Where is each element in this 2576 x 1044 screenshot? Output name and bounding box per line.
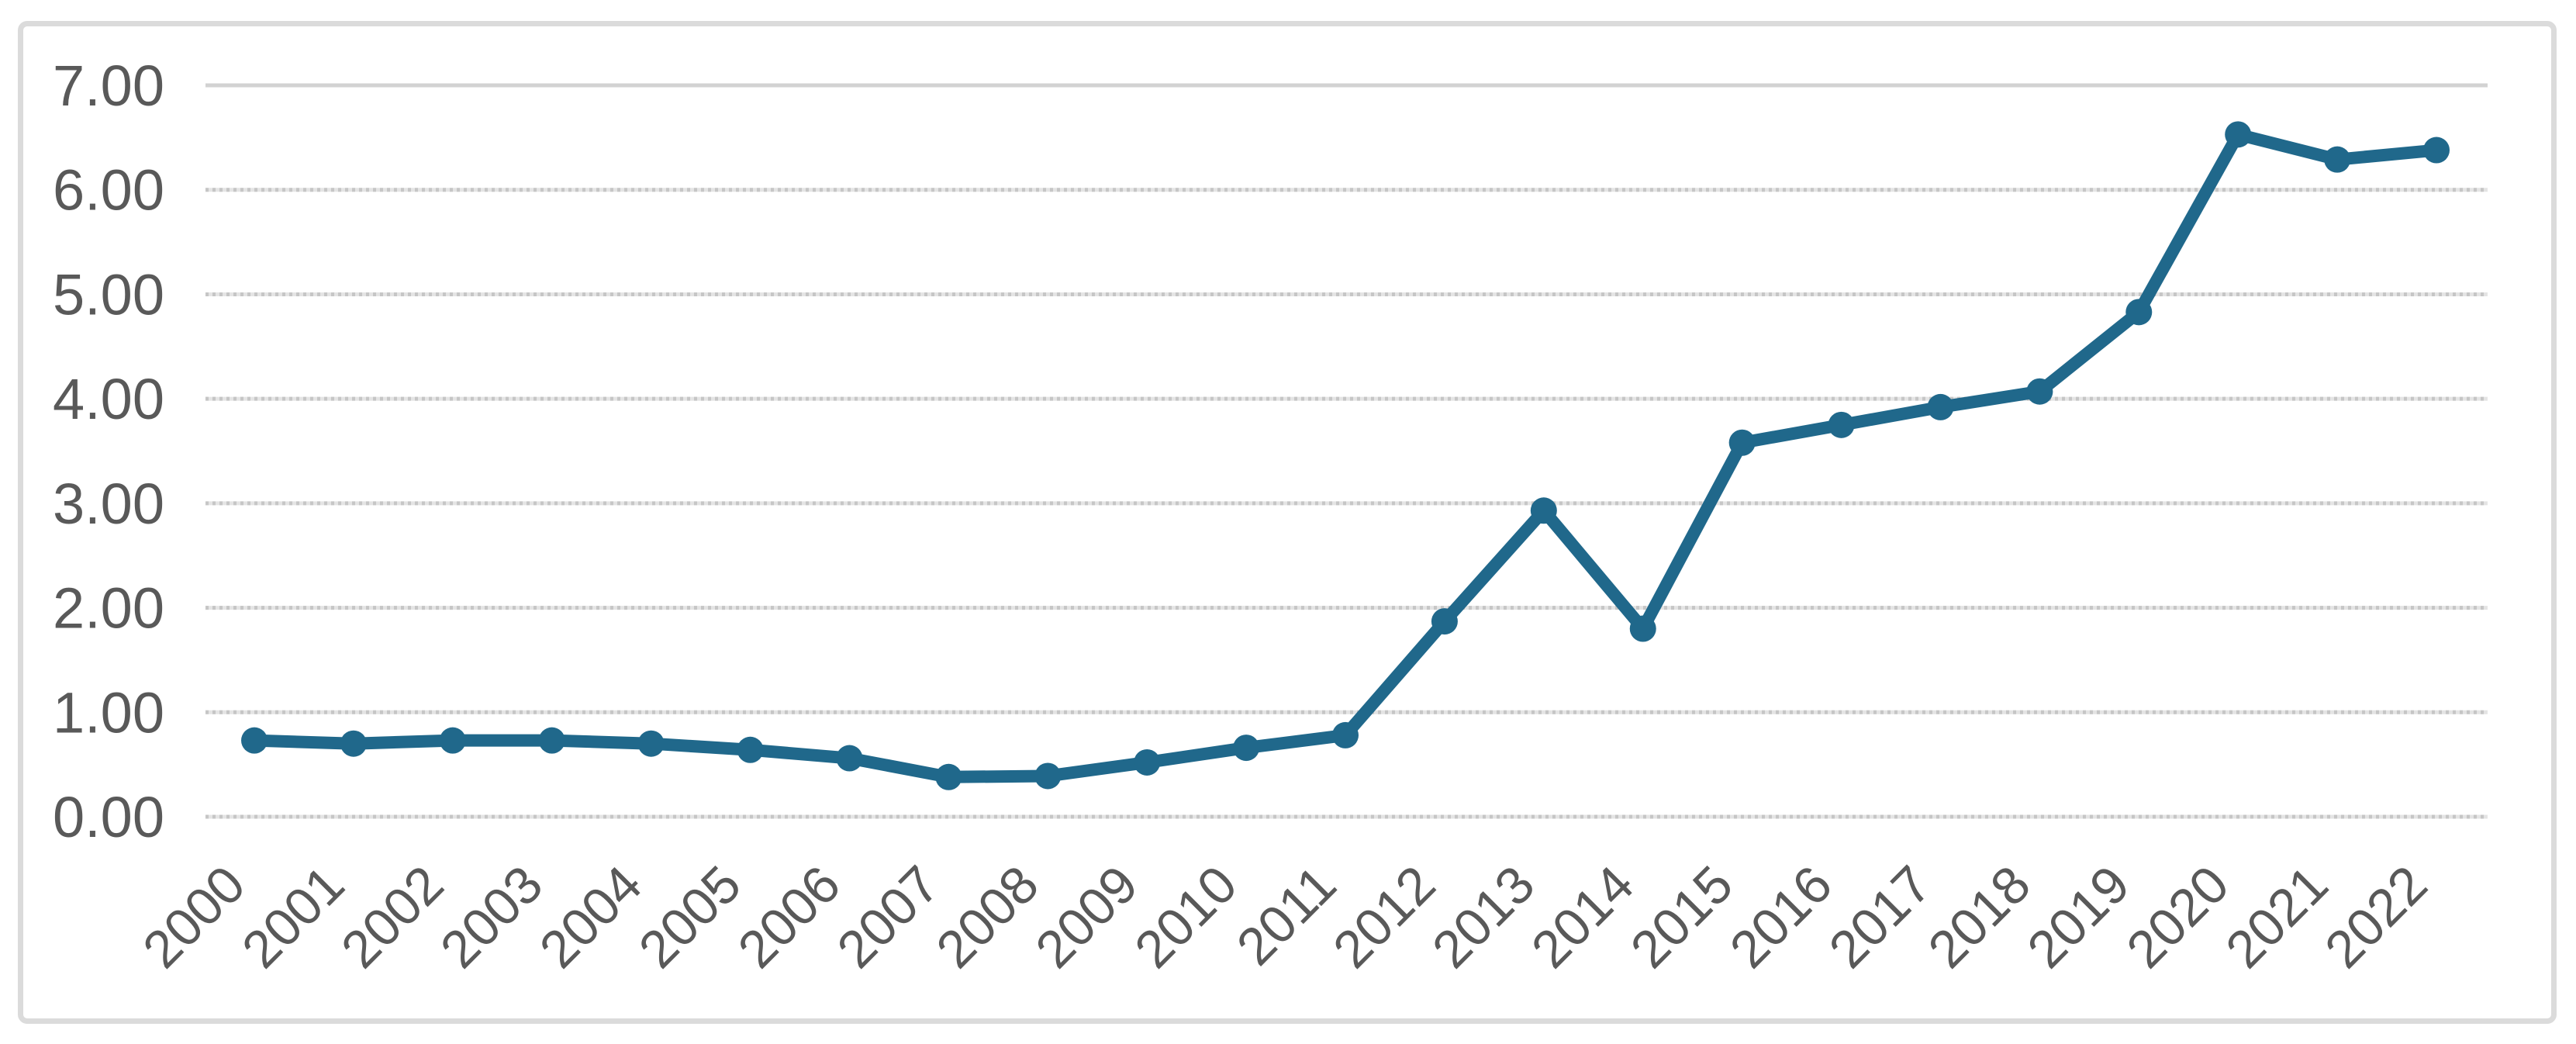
data-point-2009 — [1134, 748, 1161, 776]
x-axis-tick-label: 2004 — [529, 855, 654, 980]
y-axis-tick-label: 0.00 — [53, 785, 164, 849]
x-axis-tick-label: 2012 — [1322, 855, 1447, 980]
x-axis-tick-label: 2018 — [1917, 855, 2042, 980]
x-axis-tick-label: 2013 — [1421, 855, 1546, 980]
data-point-2008 — [1034, 762, 1062, 790]
data-point-2012 — [1431, 608, 1458, 635]
x-axis-tick-label: 2021 — [2215, 855, 2339, 980]
data-point-2014 — [1629, 615, 1656, 642]
data-point-2013 — [1530, 497, 1557, 524]
x-axis-tick-label: 2009 — [1024, 855, 1149, 980]
y-axis-tick-label: 4.00 — [53, 367, 164, 431]
data-point-2017 — [1927, 393, 1954, 420]
x-axis-tick-label: 2014 — [1521, 855, 1645, 980]
data-point-2005 — [737, 736, 764, 763]
y-axis-tick-label: 2.00 — [53, 576, 164, 641]
data-point-2000 — [241, 727, 268, 754]
x-axis-tick-label: 2007 — [826, 855, 951, 980]
x-axis-tick-label: 2002 — [330, 855, 455, 980]
data-point-2011 — [1332, 721, 1359, 748]
data-series-line — [248, 128, 2443, 783]
x-axis-tick-label: 2006 — [727, 855, 851, 980]
data-point-2007 — [935, 763, 962, 790]
y-axis-tick-label: 3.00 — [53, 472, 164, 536]
data-point-2002 — [439, 727, 466, 754]
x-axis-tick-label: 2008 — [925, 855, 1050, 980]
y-axis-tick-label: 6.00 — [53, 158, 164, 223]
x-axis-tick-label: 2010 — [1124, 855, 1248, 980]
data-point-2020 — [2225, 121, 2252, 148]
data-point-2016 — [1828, 411, 1855, 438]
data-point-2010 — [1233, 735, 1260, 762]
data-point-2004 — [637, 730, 665, 757]
x-axis-tick-label: 2020 — [2115, 855, 2240, 980]
x-axis-tick-label: 2011 — [1225, 855, 1347, 977]
data-point-2001 — [340, 730, 367, 757]
data-point-2003 — [538, 727, 565, 754]
y-axis-tick-label: 7.00 — [53, 54, 164, 118]
x-axis-tick-label: 2003 — [430, 855, 554, 980]
y-axis-tick-label: 1.00 — [53, 680, 164, 745]
x-axis-tick-label: 2017 — [1818, 855, 1942, 980]
x-axis-tick-label: 2016 — [1718, 855, 1843, 980]
data-point-2015 — [1728, 429, 1756, 456]
data-point-2021 — [2324, 146, 2351, 173]
x-axis-tick-label: 2000 — [132, 855, 257, 980]
data-point-2018 — [2026, 378, 2053, 405]
data-point-2019 — [2125, 299, 2153, 326]
x-axis-tick-label: 2019 — [2016, 855, 2141, 980]
x-axis-tick-label: 2005 — [627, 855, 752, 980]
x-axis-tick-label: 2001 — [231, 855, 356, 980]
data-point-2006 — [836, 745, 863, 772]
y-axis-tick-label: 5.00 — [53, 262, 164, 327]
x-axis-tick-label: 2015 — [1620, 855, 1745, 980]
data-point-2022 — [2423, 137, 2450, 164]
x-axis-tick-label: 2022 — [2314, 855, 2439, 980]
